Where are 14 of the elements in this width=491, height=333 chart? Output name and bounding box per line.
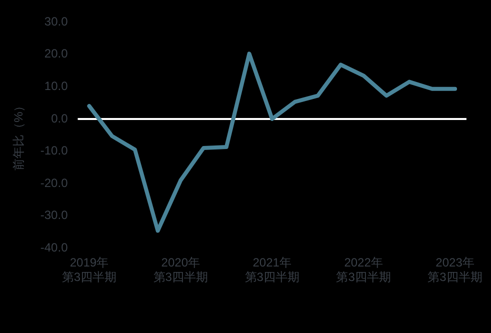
- y-tick-label: 0.0: [51, 111, 68, 126]
- y-tick-label: 10.0: [44, 78, 68, 93]
- y-tick-label: -40.0: [40, 240, 68, 255]
- x-tick-label: 2020年第3四半期: [153, 256, 208, 284]
- y-tick-label: 20.0: [44, 46, 68, 61]
- y-tick-label: -10.0: [40, 144, 68, 158]
- y-axis-title: 前年比（%）: [12, 100, 26, 170]
- y-tick-label: -20.0: [40, 176, 68, 190]
- y-tick-label: -30.0: [40, 208, 68, 222]
- x-tick-label: 2019年第3四半期: [62, 256, 117, 284]
- x-tick-label: 2023年第3四半期: [428, 256, 482, 284]
- x-tick-label: 2022年第3四半期: [336, 256, 391, 284]
- x-tick-label: 2021年第3四半期: [244, 256, 300, 284]
- y-tick-label: 30.0: [44, 14, 68, 28]
